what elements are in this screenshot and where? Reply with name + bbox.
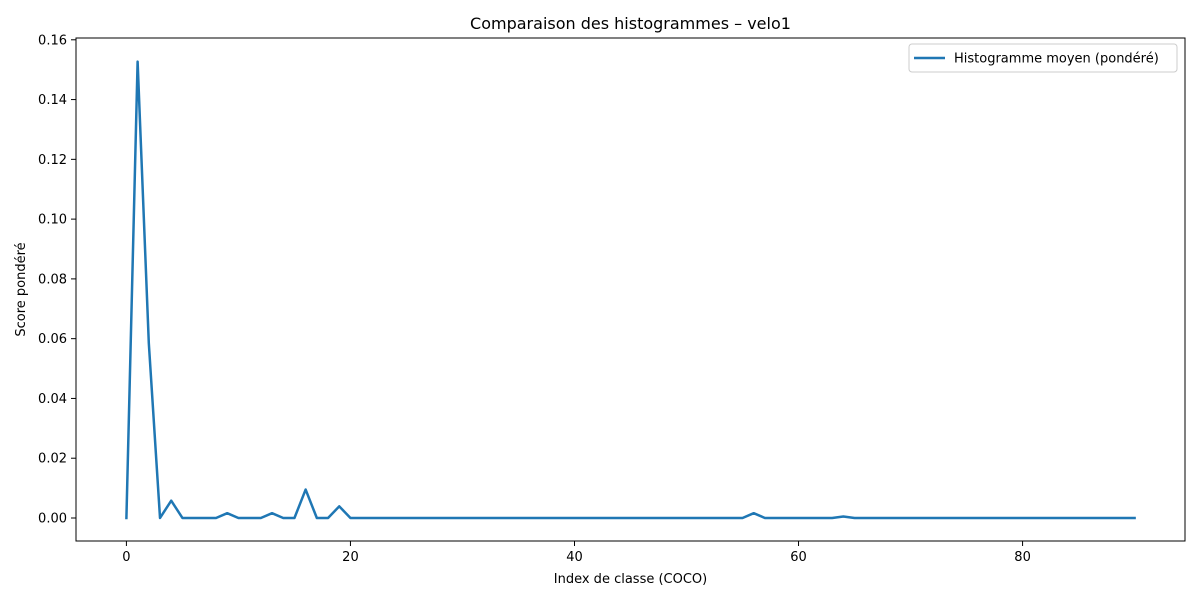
x-tick-label: 60 xyxy=(790,550,807,565)
y-tick-label: 0.16 xyxy=(38,33,67,48)
y-tick-label: 0.02 xyxy=(38,452,67,467)
y-tick-label: 0.12 xyxy=(38,153,67,168)
chart-title: Comparaison des histogrammes – velo1 xyxy=(470,14,791,33)
x-tick-label: 80 xyxy=(1014,550,1031,565)
y-tick-label: 0.00 xyxy=(38,511,67,526)
x-tick-label: 20 xyxy=(342,550,359,565)
y-tick-label: 0.08 xyxy=(38,272,67,287)
plot-area-frame xyxy=(75,37,1186,542)
y-tick-label: 0.10 xyxy=(38,213,67,228)
x-tick-label: 0 xyxy=(122,550,130,565)
x-axis-label: Index de classe (COCO) xyxy=(554,572,707,587)
y-tick-label: 0.04 xyxy=(38,392,67,407)
y-tick-label: 0.06 xyxy=(38,332,67,347)
x-tick-label: 40 xyxy=(566,550,583,565)
y-axis-ticks: 0.00 0.02 0.04 0.06 0.08 0.10 0.12 0.14 0.16 xyxy=(38,33,76,526)
series-line xyxy=(125,60,1136,520)
legend-entry-label: Histogramme moyen (pondéré) xyxy=(954,52,1159,67)
x-axis-ticks: 0 20 40 60 80 xyxy=(122,541,1031,565)
y-tick-label: 0.14 xyxy=(38,93,67,108)
legend: Histogramme moyen (pondéré) xyxy=(908,43,1178,73)
y-axis-label: Score pondéré xyxy=(14,242,29,336)
legend-box xyxy=(908,43,1178,73)
series-layer xyxy=(125,60,1136,520)
